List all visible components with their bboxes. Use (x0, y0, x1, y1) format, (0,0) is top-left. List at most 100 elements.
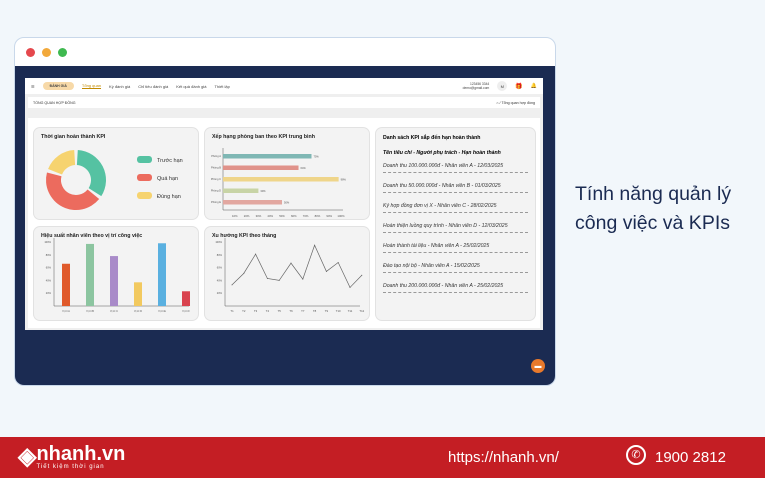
data-point (302, 278, 304, 280)
dashboard: Thời gian hoàn thành KPI Trước hạn Quá hạ… (28, 118, 540, 328)
bar (223, 177, 339, 182)
bar (86, 243, 94, 306)
avatar[interactable]: M (497, 81, 508, 91)
website-link[interactable]: https://nhanh.vn/ (448, 449, 559, 466)
y-tick-label: 80% (217, 253, 223, 257)
kpi-list-item[interactable]: Hoàn thiện luồng quy trình - Nhân viên D… (383, 223, 528, 233)
data-point (290, 262, 292, 264)
x-tick-label: 80% (315, 214, 321, 218)
donut-chart: Trước hạn Quá hạn Đúng hạn (45, 150, 183, 211)
kpi-list-title: Danh sách KPI sắp đến hạn hoàn thành (383, 135, 481, 141)
y-tick-label: 80% (46, 253, 52, 257)
bar-value-label: 98% (341, 178, 347, 182)
y-tick-label: 40% (46, 278, 52, 282)
x-tick-label: T2 (242, 309, 246, 313)
x-tick-label: 10% (232, 214, 238, 218)
breadcrumb-path[interactable]: ⌂ / Tổng quan hợp đồng (496, 100, 535, 105)
bar (62, 263, 70, 306)
data-point (278, 279, 280, 281)
logo-text: nhanh.vn (36, 442, 126, 465)
kpi-list-item[interactable]: Hoàn thành tài liệu - Nhân viên A - 25/0… (383, 243, 528, 253)
nav-results[interactable]: Kết quả đánh giá (176, 83, 207, 89)
nav-overview[interactable]: Tổng quan (81, 83, 102, 89)
kpi-list-card: Danh sách KPI sắp đến hạn hoàn thành Tên… (375, 127, 536, 321)
bar-value-label: 64% (301, 166, 307, 170)
nav-criteria[interactable]: Chỉ tiêu đánh giá (138, 83, 169, 89)
x-tick-label: 60% (291, 214, 297, 218)
kpi-list-item[interactable]: Doanh thu 100.000.000đ - Nhân viên A - 1… (383, 163, 528, 173)
module-badge[interactable]: ĐÁNH GIÁ (42, 82, 74, 90)
top-nav: ☰ ĐÁNH GIÁ Tổng quan Kỳ đánh giá Chỉ tiê… (25, 78, 543, 94)
close-dot[interactable] (26, 48, 35, 57)
nav-period[interactable]: Kỳ đánh giá (109, 83, 131, 89)
position-bar-card: Hiệu suất nhân viên theo vị trí công việ… (33, 226, 199, 321)
screen-area: ☰ ĐÁNH GIÁ Tổng quan Kỳ đánh giá Chỉ tiê… (15, 66, 555, 385)
x-tick-label: T12 (359, 309, 364, 313)
x-tick-label: T3 (254, 309, 258, 313)
x-tick-label: T9 (325, 309, 329, 313)
x-tick-label: Vị trí B (86, 309, 94, 313)
bar-category-label: Phòng D (211, 189, 221, 193)
kpi-list-item[interactable]: Doanh thu 50.000.000đ - Nhân viên B - 01… (383, 183, 528, 193)
breadcrumb: TỔNG QUAN HỢP ĐỒNG ⌂ / Tổng quan hợp đồn… (28, 97, 540, 108)
x-tick-label: 40% (267, 214, 273, 218)
dept-bar-card: Xếp hạng phòng ban theo KPI trung bình P… (204, 127, 370, 220)
donut-slice (48, 150, 76, 175)
nhanh-logo[interactable]: ◈ nhanh.vn Tiết kiệm thời gian (18, 442, 125, 471)
bar-value-label: 50% (284, 201, 290, 205)
breadcrumb-current: Tổng quan hợp đồng (501, 100, 535, 105)
account-info: 123456 3344 demo@gmail.com (463, 82, 490, 90)
nav-settings[interactable]: Thiết lập (214, 83, 230, 89)
donut-slice (76, 150, 107, 197)
position-bar-title: Hiệu suất nhân viên theo vị trí công việ… (41, 233, 143, 239)
donut-card: Thời gian hoàn thành KPI Trước hạn Quá hạ… (33, 127, 199, 220)
x-tick-label: T10 (336, 309, 341, 313)
data-point (255, 253, 257, 255)
caption-line-1: Tính năng quản lý (575, 183, 732, 205)
page-title: TỔNG QUAN HỢP ĐỒNG (33, 100, 76, 105)
x-tick-label: 20% (244, 214, 250, 218)
hamburger-icon[interactable]: ☰ (31, 83, 35, 89)
bar-category-label: Phòng E (211, 200, 221, 204)
y-tick-label: 100% (215, 240, 222, 244)
kpi-list-item[interactable]: Doanh thu 200.000.000đ - Nhân viên A - 2… (383, 283, 528, 293)
data-point (231, 284, 233, 286)
browser-window: ☰ ĐÁNH GIÁ Tổng quan Kỳ đánh giá Chỉ tiê… (14, 37, 556, 386)
feature-caption: Tính năng quản lý công việc và KPIs (575, 180, 731, 238)
chat-icon[interactable]: ▬ (531, 359, 545, 373)
donut-title: Thời gian hoàn thành KPI (41, 134, 106, 140)
bell-icon[interactable]: 🔔 (530, 83, 537, 89)
bar (110, 256, 118, 306)
x-tick-label: 70% (303, 214, 309, 218)
kpi-list-item[interactable]: Đào tạo nội bộ - Nhân viên A - 15/02/202… (383, 263, 528, 273)
donut-slice (45, 172, 100, 211)
data-point (337, 261, 339, 263)
bar (223, 165, 299, 170)
y-tick-label: 60% (46, 266, 52, 270)
x-tick-label: 30% (256, 214, 262, 218)
legend-label: Đúng hạn (157, 194, 181, 200)
caption-line-2: công việc và KPIs (575, 212, 730, 234)
y-tick-label: 20% (46, 291, 52, 295)
y-tick-label: 100% (44, 240, 51, 244)
y-tick-label: 60% (217, 266, 223, 270)
bar-category-label: Phòng A (211, 154, 221, 158)
kpi-list-item[interactable]: Ký hợp đồng đơn vị X - Nhân viên C - 28/… (383, 203, 528, 213)
maximize-dot[interactable] (58, 48, 67, 57)
x-tick-label: Vị trí E (158, 309, 166, 313)
bar (182, 291, 190, 306)
phone-icon: ✆ (626, 445, 646, 465)
logo-slogan: Tiết kiệm thời gian (36, 463, 105, 470)
y-tick-label: 20% (217, 291, 223, 295)
bar-value-label: 30% (260, 189, 266, 193)
hotline[interactable]: 1900 2812 (655, 449, 726, 466)
legend-label: Quá hạn (157, 176, 178, 182)
bar (223, 154, 312, 159)
data-point (325, 270, 327, 272)
account-email: demo@gmail.com (462, 86, 490, 90)
kpi-list-header: Tên tiêu chí - Người phụ trách - Hạn hoà… (383, 150, 501, 156)
x-tick-label: T6 (289, 309, 293, 313)
gift-icon[interactable]: 🎁 (515, 83, 523, 90)
minimize-dot[interactable] (42, 48, 51, 57)
data-point (243, 272, 245, 274)
